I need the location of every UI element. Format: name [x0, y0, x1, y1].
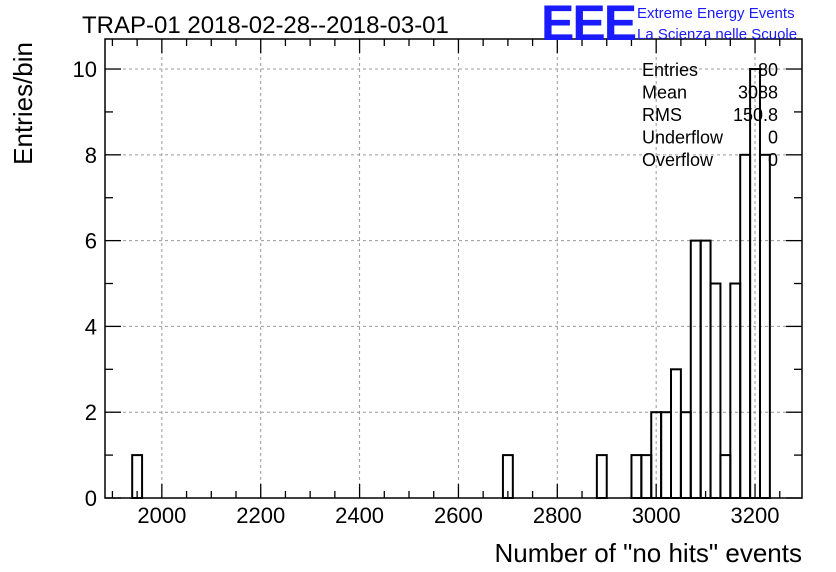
stats-value: 80	[758, 60, 778, 80]
histogram-bin	[679, 411, 692, 499]
histogram-bin	[709, 282, 722, 499]
histogram-bin	[670, 368, 682, 499]
histogram-bin	[749, 68, 761, 499]
eee-logo-line1: Extreme Energy Events	[637, 5, 795, 22]
stats-value: 150.8	[733, 105, 778, 125]
stats-label: Overflow	[642, 150, 714, 170]
eee-logo-letters: EEE	[541, 0, 636, 51]
stats-label: Mean	[642, 83, 687, 103]
x-tick-label: 2000	[137, 503, 186, 528]
histogram-bin	[689, 239, 702, 499]
stats-label: Entries	[642, 60, 698, 80]
stats-value: 0	[768, 128, 778, 148]
stats-box: Entries 80 Mean 3088 RMS 150.8 Underflow 0 Overf…	[642, 60, 778, 170]
y-axis-title: Entries/bin	[8, 42, 38, 165]
stats-value: 3088	[738, 83, 778, 103]
grid-lines	[105, 39, 802, 498]
histogram-bin	[630, 454, 643, 500]
stats-value: 0	[768, 150, 778, 170]
histogram-bin	[640, 454, 653, 500]
y-tick-label: 10	[73, 57, 97, 82]
eee-logo: EEE Extreme Energy Events La Scienza nel…	[541, 0, 797, 51]
histogram-bin	[660, 411, 673, 499]
stats-label: Underflow	[642, 128, 724, 148]
y-tick-label: 4	[85, 314, 97, 339]
y-tick-label: 6	[85, 229, 97, 254]
plot-frame	[104, 38, 803, 499]
histogram-bin	[719, 454, 732, 500]
x-axis-title: Number of "no hits" events	[495, 538, 803, 568]
x-tick-label: 3000	[632, 503, 681, 528]
y-tick-label: 8	[85, 143, 97, 168]
axis-ticks	[105, 39, 802, 499]
stats-label: RMS	[642, 105, 682, 125]
y-tick-label: 2	[85, 400, 97, 425]
histogram-bin	[595, 454, 608, 500]
tick-labels: 2000 2200 2400 2600 2800 3000 3200 0 2 4 6 8 10	[73, 57, 780, 528]
x-tick-label: 2400	[335, 503, 384, 528]
x-tick-label: 2800	[533, 503, 582, 528]
histogram-bin	[699, 239, 712, 499]
chart-title: TRAP-01 2018-02-28--2018-03-01	[82, 12, 449, 39]
eee-logo-line2: La Scienza nelle Scuole	[637, 26, 797, 43]
x-tick-label: 2200	[236, 503, 285, 528]
x-tick-label: 2600	[434, 503, 483, 528]
histogram-bin	[729, 282, 742, 499]
y-tick-label: 0	[85, 486, 97, 511]
x-tick-label: 3200	[731, 503, 780, 528]
